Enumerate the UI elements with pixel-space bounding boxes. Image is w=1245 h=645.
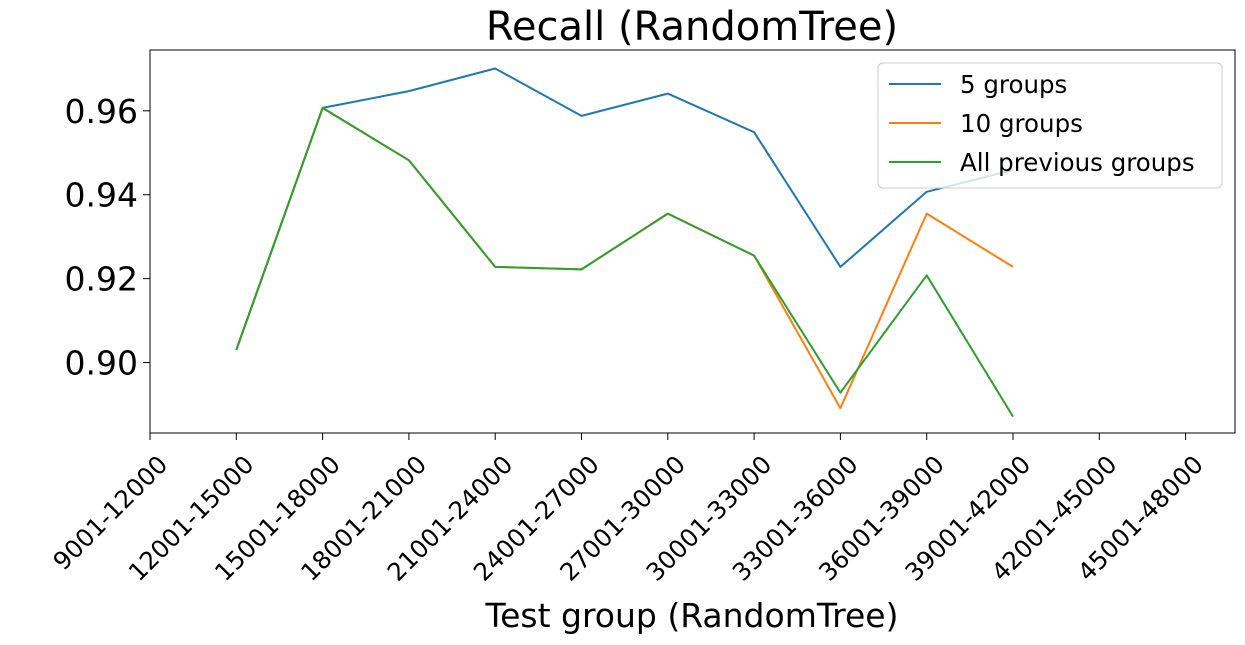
legend-box — [877, 62, 1223, 189]
series-line-2 — [235, 106, 1014, 418]
series-line-0 — [235, 67, 1014, 351]
y-tick-label: 0.96 — [65, 92, 138, 131]
legend-label: 5 groups — [960, 70, 1067, 99]
y-tick-label: 0.94 — [65, 176, 138, 215]
legend-label: All previous groups — [960, 148, 1195, 177]
chart-title: Recall (RandomTree) — [486, 4, 898, 50]
plot-frame — [149, 49, 1236, 434]
y-tick-label: 0.90 — [65, 344, 138, 383]
series-layer — [235, 67, 1014, 418]
x-axis-label: Test group (RandomTree) — [485, 596, 899, 635]
legend-label: 10 groups — [960, 109, 1083, 138]
legend: 5 groups 10 groups All previous groups — [877, 62, 1223, 189]
y-tick-label: 0.92 — [65, 260, 138, 299]
